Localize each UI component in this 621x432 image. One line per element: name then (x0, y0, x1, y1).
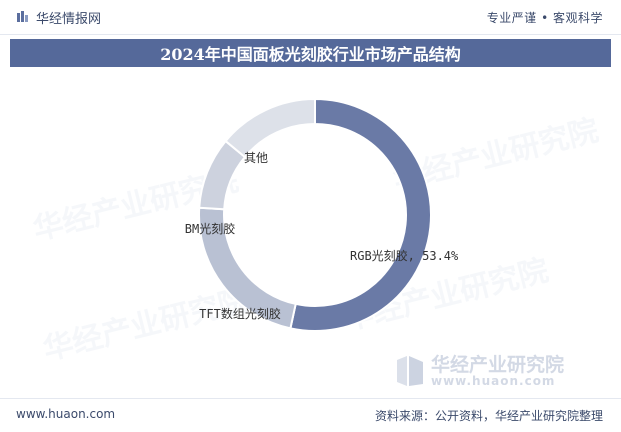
footer-source: 资料来源：公开资料，华经产业研究院整理 (374, 409, 603, 423)
slice-label: 其他 (244, 151, 268, 165)
watermark-logo-url: www.huaon.com (431, 374, 556, 388)
brand-logo-icon (17, 11, 28, 22)
top-bar: 华经情报网 专业严谨 • 客观科学 (0, 0, 621, 35)
slice-label: RGB光刻胶, 53.4% (350, 248, 459, 263)
slice-label: TFT数组光刻胶 (199, 306, 281, 321)
donut-chart: RGB光刻胶, 53.4% TFT数组光刻胶 BM光刻胶 其他 (185, 97, 459, 332)
slice-label: BM光刻胶 (185, 221, 235, 236)
chart-title: 2024年中国面板光刻胶行业市场产品结构 (160, 45, 461, 64)
footer-site: www.huaon.com (16, 407, 116, 421)
plot-area: 华经产业研究院 华经产业研究院 华经产业研究院 华经产业研究院 RGB光刻胶, … (10, 70, 611, 396)
watermark-logo: 华经产业研究院 www.huaon.com (395, 350, 605, 394)
brand: 华经情报网 (16, 8, 102, 27)
title-bar: 2024年中国面板光刻胶行业市场产品结构 (10, 39, 611, 67)
footer: www.huaon.com 资料来源：公开资料，华经产业研究院整理 (0, 398, 621, 432)
donut-slice (289, 97, 432, 332)
brand-name: 华经情报网 (36, 11, 102, 27)
tagline: 专业严谨 • 客观科学 (486, 11, 603, 25)
watermark-logo-icon (397, 356, 423, 386)
donut-slice (224, 97, 316, 159)
watermark-logo-name: 华经产业研究院 (431, 354, 565, 376)
